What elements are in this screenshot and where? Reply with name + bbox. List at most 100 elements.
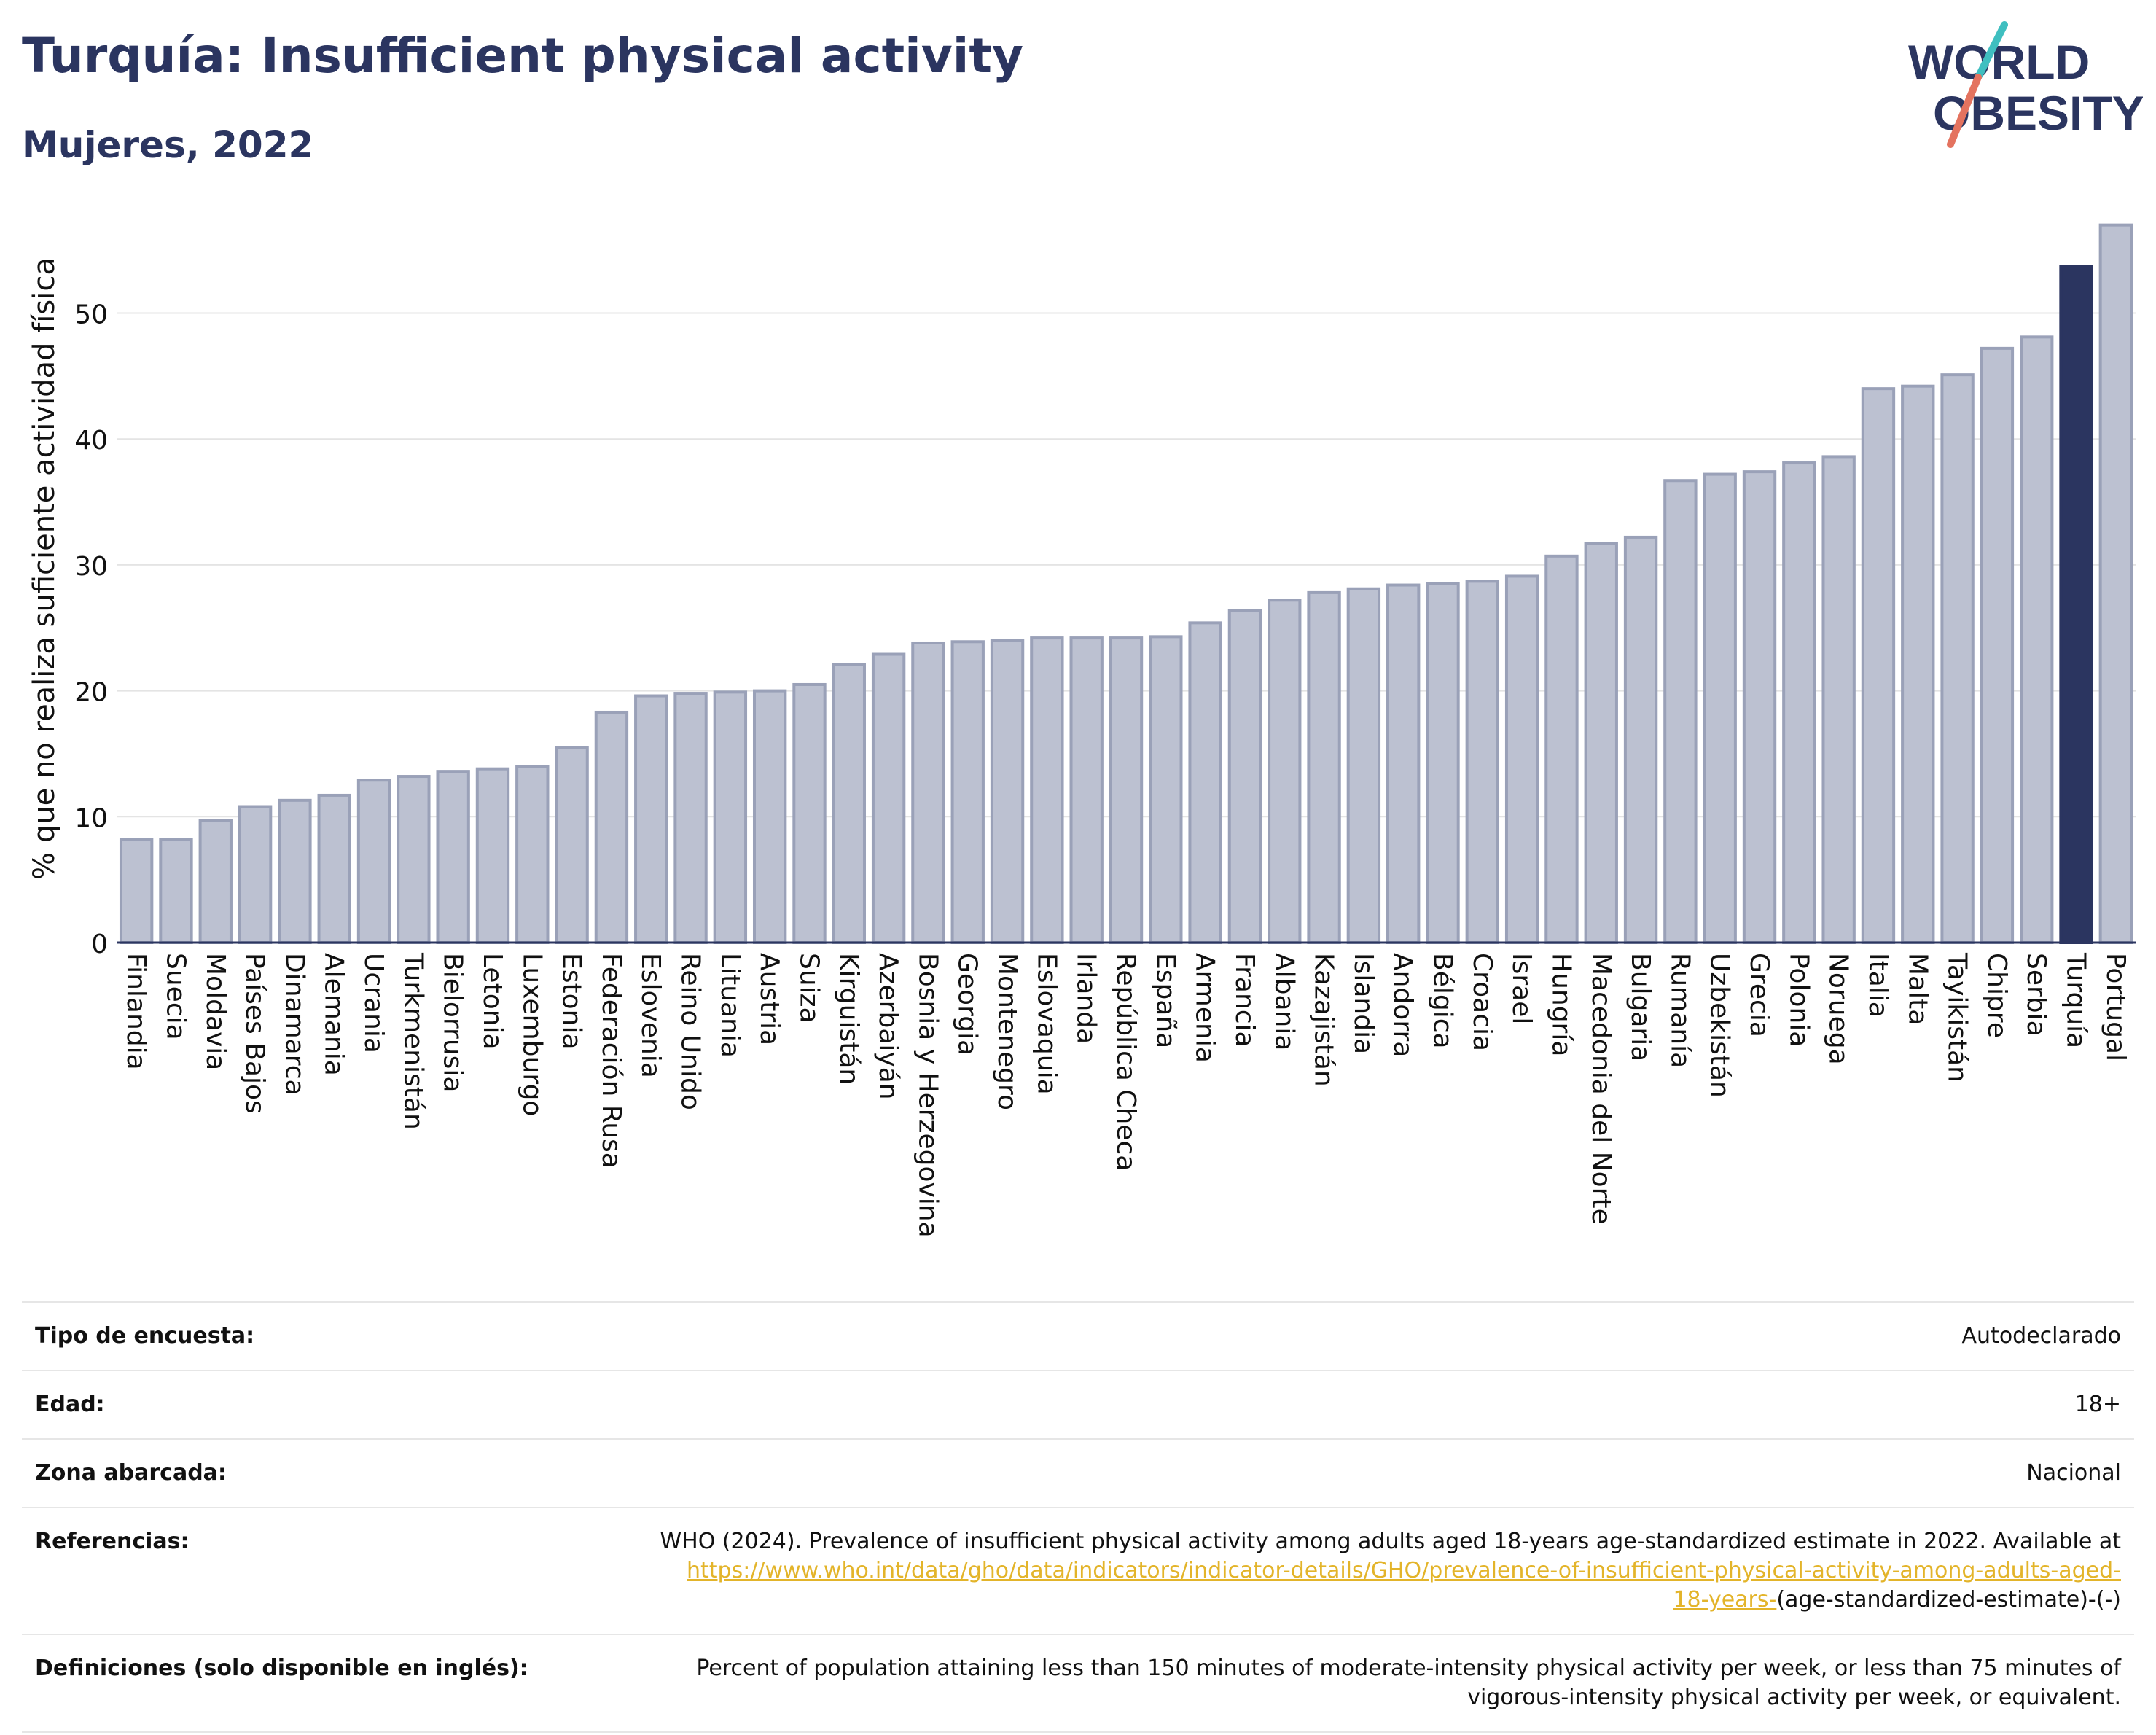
references-label: Referencias:	[22, 1507, 602, 1635]
x-tick-label: Bélgica	[1428, 953, 1458, 1049]
age-row: Edad: 18+	[22, 1370, 2134, 1440]
x-tick-label: Islandia	[1348, 953, 1378, 1054]
bar-albania	[1268, 599, 1302, 944]
bar-países-bajos	[238, 805, 273, 944]
references-link-1[interactable]: https://www.who.int/data/gho/data/indica…	[687, 1558, 2121, 1583]
metadata-table: Tipo de encuesta: Autodeclarado Edad: 18…	[22, 1301, 2134, 1733]
bar-bulgaria	[1623, 535, 1658, 944]
references-text: WHO (2024). Prevalence of insufficient p…	[660, 1529, 2121, 1554]
x-tick-label: Eslovaquia	[1031, 953, 1061, 1095]
bar-layer	[117, 223, 2136, 945]
x-tick-label: Hungría	[1546, 953, 1576, 1056]
bar-letonia	[475, 767, 510, 945]
bar-finlandia	[119, 838, 154, 944]
bar-azerbaiyán	[871, 652, 906, 945]
x-tick-label: Bielorrusia	[438, 953, 468, 1092]
bar-turkmenistán	[397, 775, 431, 945]
age-label: Edad:	[22, 1370, 602, 1440]
x-tick-label: Polonia	[1784, 953, 1813, 1047]
y-tick-label: 30	[74, 552, 108, 582]
x-tick-label: Israel	[1507, 953, 1536, 1024]
x-tick-label: Bulgaria	[1625, 953, 1655, 1061]
x-tick-label: Tayikistán	[1942, 952, 1972, 1083]
x-tick-label: Kazajistán	[1309, 953, 1339, 1087]
bar-austria	[752, 689, 787, 944]
x-tick-label: Finlandia	[121, 953, 151, 1070]
bar-italia	[1861, 387, 1896, 944]
bar-luxemburgo	[515, 765, 550, 944]
bar-kazajistán	[1307, 590, 1341, 944]
bar-eslovaquia	[1030, 636, 1064, 945]
bar-polonia	[1782, 461, 1816, 944]
world-obesity-logo: WORLD OBESITY	[1908, 21, 2143, 148]
bar-alemania	[317, 793, 351, 944]
bar-grecia	[1742, 470, 1777, 944]
x-tick-label: República Checa	[1111, 953, 1141, 1171]
bar-ucrania	[356, 779, 391, 945]
x-tick-label: Bosnia y Herzegovina	[913, 953, 942, 1238]
y-tick-label: 20	[74, 678, 108, 708]
bar-bélgica	[1426, 582, 1460, 944]
bar-uzbekistán	[1703, 472, 1737, 944]
x-tick-label: Grecia	[1744, 953, 1774, 1037]
bar-bielorrusia	[436, 770, 470, 944]
y-tick-label: 40	[74, 426, 108, 456]
survey-type-value: Autodeclarado	[602, 1301, 2134, 1371]
bar-república-checa	[1109, 636, 1144, 945]
x-tick-label: Kirguistán	[834, 953, 864, 1085]
bar-noruega	[1821, 455, 1856, 944]
x-tick-label: Andorra	[1388, 953, 1418, 1057]
bar-islandia	[1346, 587, 1381, 944]
bar-chart: 0 10 20 30 40 50 Finlandia Suecia Moldavia Paíse…	[28, 223, 2136, 1238]
bar-suiza	[792, 682, 827, 945]
x-tick-label: Suiza	[794, 953, 824, 1024]
x-tick-label: Albania	[1269, 953, 1299, 1050]
x-tick-label: Azerbaiyán	[873, 953, 903, 1100]
bar-malta	[1901, 384, 1935, 944]
bar-estonia	[555, 746, 589, 945]
x-tick-label: Lituania	[715, 953, 745, 1058]
y-axis-label: % que no realiza suficiente actividad fí…	[28, 257, 61, 880]
definitions-label: Definiciones (solo disponible en inglés)…	[22, 1634, 602, 1733]
x-tick-label: Austria	[754, 953, 784, 1045]
x-tick-label: Georgia	[953, 953, 983, 1056]
x-tick-label: Países Bajos	[240, 953, 270, 1114]
x-tick-label: Luxemburgo	[517, 953, 547, 1116]
references-row: Referencias: WHO (2024). Prevalence of i…	[22, 1507, 2134, 1635]
x-tick-label: Montenegro	[992, 953, 1022, 1110]
bar-turquía	[2059, 265, 2093, 945]
x-tick-label: Turquía	[2061, 952, 2091, 1048]
x-tick-label: España	[1150, 953, 1180, 1048]
x-tick-label: Serbia	[2021, 953, 2051, 1037]
bar-reino-unido	[673, 692, 708, 944]
references-value: WHO (2024). Prevalence of insufficient p…	[602, 1507, 2134, 1635]
x-tick-label: Reino Unido	[676, 953, 706, 1110]
bar-andorra	[1386, 583, 1421, 945]
logo-word-1: WORLD	[1908, 35, 2090, 89]
x-label-layer: Finlandia Suecia Moldavia Países Bajos Dinam…	[121, 952, 2130, 1238]
x-tick-label: Noruega	[1824, 953, 1854, 1065]
logo-slash-teal	[1975, 21, 2008, 81]
survey-type-row: Tipo de encuesta: Autodeclarado	[22, 1301, 2134, 1371]
coverage-label: Zona abarcada:	[22, 1438, 602, 1508]
y-tick-layer: 0 10 20 30 40 50	[74, 300, 108, 959]
x-tick-label: Italia	[1863, 953, 1893, 1018]
x-tick-label: Moldavia	[200, 953, 230, 1070]
references-link-2[interactable]: 18-years-	[1673, 1587, 1777, 1613]
x-tick-label: Chipre	[1982, 953, 2012, 1038]
bar-bosnia-y-herzegovina	[911, 641, 945, 945]
bar-tayikistán	[1940, 373, 1975, 944]
y-tick-label: 0	[91, 929, 108, 959]
page-subtitle: Mujeres, 2022	[22, 124, 314, 166]
x-tick-label: Armenia	[1190, 953, 1220, 1063]
x-tick-label: Rumanía	[1665, 953, 1695, 1068]
survey-type-label: Tipo de encuesta:	[22, 1301, 602, 1371]
x-tick-label: Macedonia del Norte	[1586, 953, 1616, 1225]
bar-dinamarca	[278, 798, 312, 944]
bar-irlanda	[1069, 636, 1104, 945]
y-tick-label: 50	[74, 300, 108, 330]
bar-montenegro	[990, 639, 1025, 945]
bar-chipre	[1980, 346, 2015, 944]
bar-portugal	[2098, 223, 2133, 945]
x-tick-label: Irlanda	[1071, 953, 1101, 1044]
